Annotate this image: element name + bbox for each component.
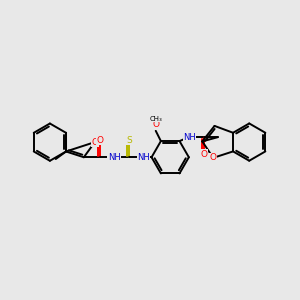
Text: O: O bbox=[96, 136, 103, 145]
Text: O: O bbox=[152, 120, 159, 129]
Text: NH: NH bbox=[108, 153, 121, 162]
Text: O: O bbox=[91, 138, 98, 147]
Text: O: O bbox=[201, 150, 208, 159]
Text: NH: NH bbox=[183, 133, 196, 142]
Text: S: S bbox=[126, 136, 132, 145]
Text: NH: NH bbox=[137, 153, 150, 162]
Text: CH₃: CH₃ bbox=[149, 116, 162, 122]
Text: O: O bbox=[210, 153, 217, 162]
